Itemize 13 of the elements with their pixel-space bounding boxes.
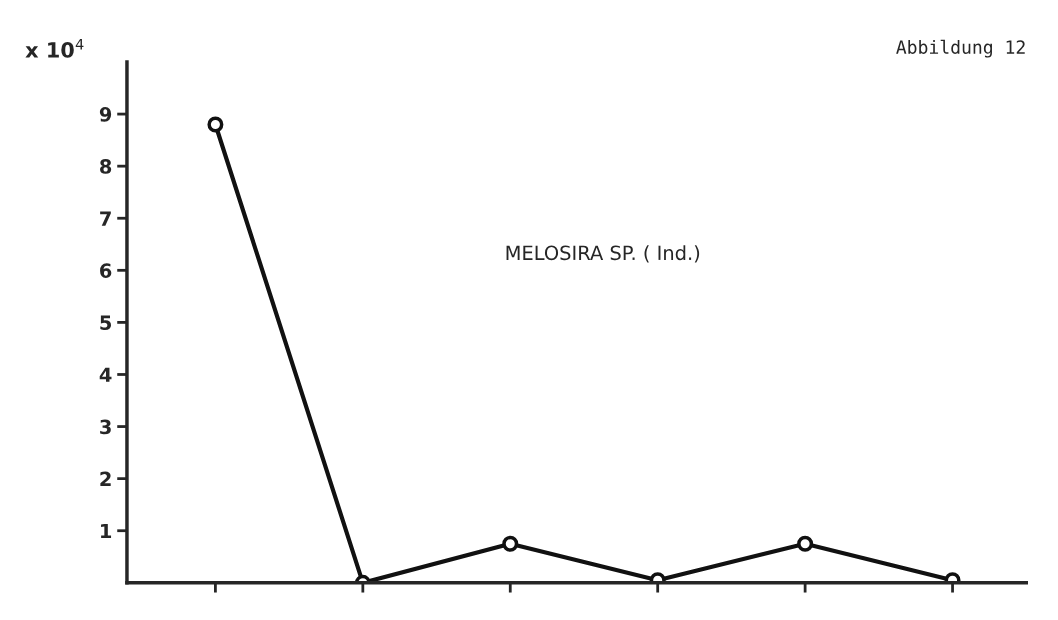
y-tick-label: 3 <box>100 419 111 435</box>
chart-title: Abbildung 12 <box>896 39 1025 58</box>
y-tick-label: 4 <box>99 367 112 382</box>
y-tick-label: 7 <box>100 211 111 226</box>
annotation: MELOSIRA SP. ( Ind.) <box>506 245 700 263</box>
y-tick-label: 6 <box>100 263 112 278</box>
y-tick-label: 8 <box>100 159 112 174</box>
y-tick-label: 9 <box>99 107 112 122</box>
y-axis-title: x 10$^{4}$ <box>25 38 84 58</box>
y-tick-label: 1 <box>101 523 112 539</box>
y-tick-label: 2 <box>100 471 111 487</box>
y-tick-label: 5 <box>100 315 112 331</box>
point <box>207 116 224 133</box>
